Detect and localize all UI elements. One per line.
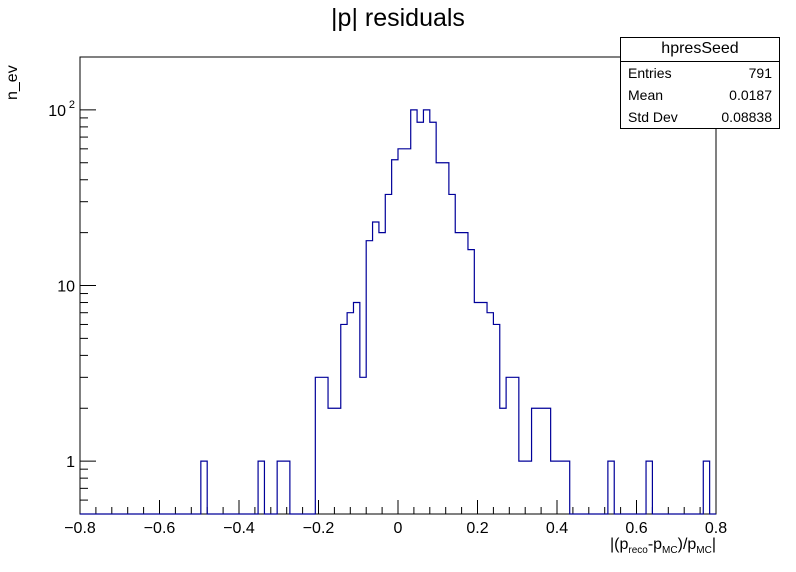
stats-row-stddev: Std Dev 0.08838 — [621, 106, 779, 128]
x-axis-label: |(preco-pMC)/pMC| — [609, 536, 716, 557]
stats-key: Std Dev — [628, 109, 678, 125]
stats-row-mean: Mean 0.0187 — [621, 84, 779, 106]
stats-key: Mean — [628, 87, 664, 103]
y-tick-label-exponent: 2 — [69, 99, 75, 111]
chart-title: |p| residuals — [331, 4, 465, 32]
x-tick-label: −0.4 — [223, 520, 255, 537]
x-tick-label: 0.2 — [466, 520, 488, 537]
y-tick-label: 10 — [48, 103, 66, 120]
stats-value: 0.08838 — [721, 109, 772, 125]
x-tick-label: −0.2 — [303, 520, 335, 537]
stats-box: hpresSeed Entries 791 Mean 0.0187 Std De… — [620, 37, 780, 129]
y-tick-label: 10 — [57, 279, 75, 296]
x-tick-label: 0.8 — [705, 520, 727, 537]
x-tick-label: −0.8 — [64, 520, 96, 537]
x-tick-label: 0 — [394, 520, 403, 537]
stats-row-entries: Entries 791 — [621, 62, 779, 84]
histogram-line — [80, 109, 716, 515]
x-tick-label: −0.6 — [144, 520, 176, 537]
stats-value: 791 — [748, 65, 772, 81]
y-tick-label: 1 — [66, 454, 75, 471]
x-tick-labels: −0.8 −0.6 −0.4 −0.2 0 0.2 0.4 0.6 0.8 — [64, 520, 727, 537]
x-tick-label: 0.4 — [546, 520, 568, 537]
x-tick-label: 0.6 — [625, 520, 647, 537]
stats-value: 0.0187 — [729, 87, 772, 103]
stats-key: Entries — [628, 65, 672, 81]
stats-title: hpresSeed — [621, 38, 779, 62]
